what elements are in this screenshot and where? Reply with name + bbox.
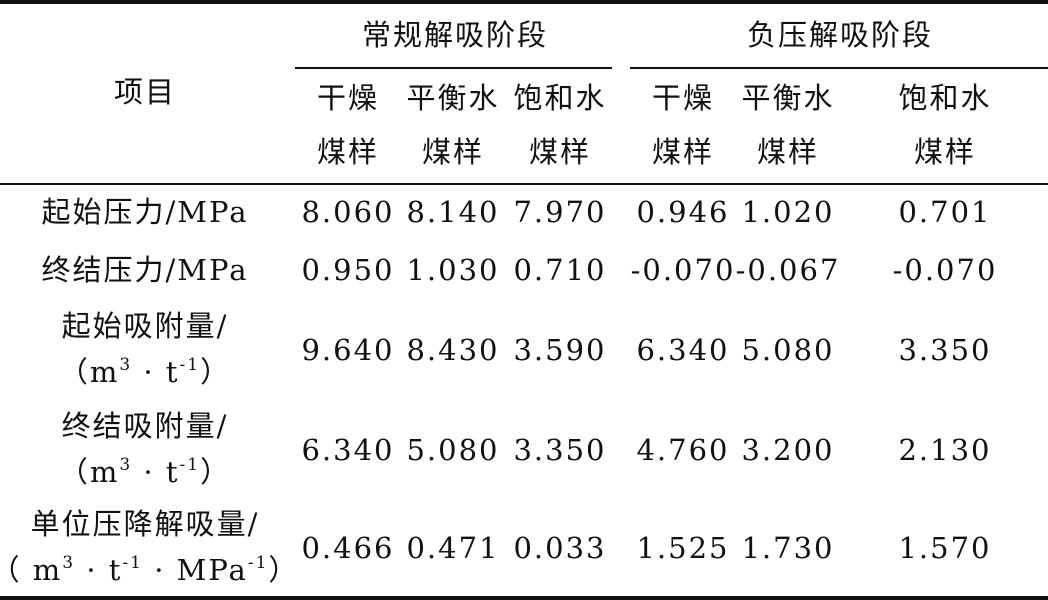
cell-value: 8.060 xyxy=(301,195,395,229)
cell-value: 0.701 xyxy=(898,195,992,229)
row-label: 终结压力/MPa xyxy=(41,253,249,287)
cell-value: -0.067 xyxy=(735,253,841,287)
cell-value: 9.640 xyxy=(301,333,395,367)
column-header: 干燥 xyxy=(316,81,380,115)
cell-value: 5.080 xyxy=(406,433,500,467)
row-label: 单位压降解吸量/ xyxy=(30,507,260,541)
cell-value: -0.070 xyxy=(892,253,998,287)
cell-value: 1.525 xyxy=(636,531,730,565)
column-header: 煤样 xyxy=(421,135,485,169)
cell-value: 1.020 xyxy=(741,195,835,229)
cell-value: 6.340 xyxy=(636,333,730,367)
unit-text: （m xyxy=(58,355,120,389)
unit-text: · t xyxy=(132,355,180,389)
cell-value: 3.590 xyxy=(513,333,607,367)
unit-text: · t xyxy=(132,455,180,489)
column-header: 饱和水 xyxy=(513,81,607,115)
unit-text: ） xyxy=(268,553,300,587)
row-unit: （m3 · t-1） xyxy=(59,354,231,390)
cell-value: 0.946 xyxy=(636,195,730,229)
unit-text: ） xyxy=(200,455,232,489)
cell-value: 1.570 xyxy=(898,531,992,565)
cell-value: 5.080 xyxy=(741,333,835,367)
cell-value: 0.710 xyxy=(513,253,607,287)
cell-value: 0.950 xyxy=(301,253,395,287)
column-header: 平衡水 xyxy=(406,81,500,115)
unit-text: · MPa xyxy=(142,553,248,587)
cell-value: 3.200 xyxy=(741,433,835,467)
row-label: 起始吸附量/ xyxy=(61,309,229,343)
unit-text: （ m xyxy=(0,553,63,587)
cell-value: 3.350 xyxy=(898,333,992,367)
unit-text: （m xyxy=(58,455,120,489)
column-header: 煤样 xyxy=(528,135,592,169)
cell-value: 0.471 xyxy=(406,531,500,565)
unit-text: ） xyxy=(200,355,232,389)
cell-value: 0.466 xyxy=(301,531,395,565)
cell-value: 3.350 xyxy=(513,433,607,467)
column-header: 饱和水 xyxy=(898,81,992,115)
bottom-rule xyxy=(0,596,1048,600)
cell-value: 0.033 xyxy=(513,531,607,565)
column-header: 煤样 xyxy=(756,135,820,169)
unit-exponent: -1 xyxy=(122,553,143,573)
unit-text: · t xyxy=(75,553,123,587)
row-unit: （ m3 · t-1 · MPa-1） xyxy=(0,552,299,588)
column-header: 煤样 xyxy=(316,135,380,169)
group-header: 负压解吸阶段 xyxy=(746,18,934,52)
cell-value: 7.970 xyxy=(513,195,607,229)
cell-value: 1.730 xyxy=(741,531,835,565)
cell-value: 2.130 xyxy=(898,433,992,467)
cell-value: 6.340 xyxy=(301,433,395,467)
unit-exponent: -1 xyxy=(179,455,201,475)
header-item: 项目 xyxy=(113,75,177,109)
unit-exponent: -1 xyxy=(247,553,269,573)
unit-exponent: 3 xyxy=(119,455,133,475)
cell-value: 4.760 xyxy=(636,433,730,467)
unit-exponent: -1 xyxy=(179,355,201,375)
column-header: 煤样 xyxy=(651,135,715,169)
column-header: 干燥 xyxy=(651,81,715,115)
cell-value: 1.030 xyxy=(406,253,500,287)
group-rule xyxy=(630,67,1048,69)
cell-value: 8.140 xyxy=(406,195,500,229)
cell-value: -0.070 xyxy=(630,253,736,287)
unit-exponent: 3 xyxy=(119,355,133,375)
top-rule xyxy=(0,0,1048,4)
cell-value: 8.430 xyxy=(406,333,500,367)
group-header: 常规解吸阶段 xyxy=(361,18,549,52)
unit-exponent: 3 xyxy=(62,553,76,573)
header-rule xyxy=(0,183,1048,185)
row-unit: （m3 · t-1） xyxy=(59,454,231,490)
column-header: 煤样 xyxy=(913,135,977,169)
group-rule xyxy=(295,67,612,69)
row-label: 终结吸附量/ xyxy=(61,409,229,443)
row-label: 起始压力/MPa xyxy=(41,195,249,229)
column-header: 平衡水 xyxy=(741,81,835,115)
